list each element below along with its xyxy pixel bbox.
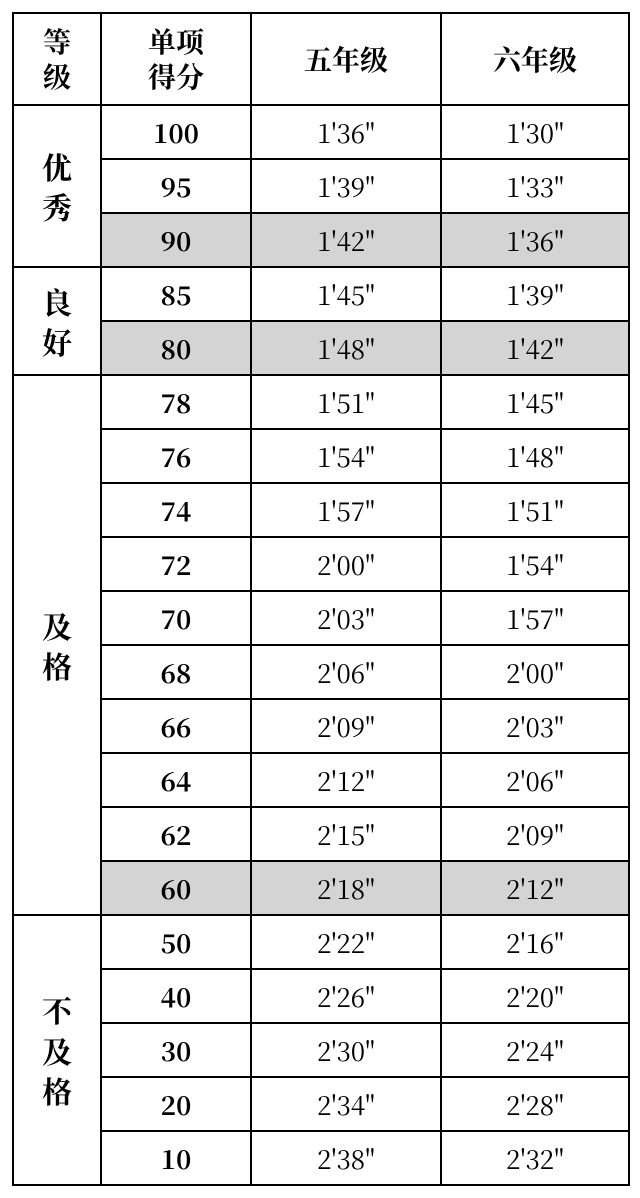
table-row: 202'34"2'28" — [13, 1077, 629, 1131]
g5-cell: 2'26" — [251, 969, 441, 1023]
g5-cell: 1'42" — [251, 213, 441, 267]
g5-cell: 2'22" — [251, 915, 441, 969]
score-cell: 40 — [101, 969, 251, 1023]
g6-cell: 1'39" — [441, 267, 629, 321]
g6-cell: 1'57" — [441, 591, 629, 645]
g6-cell: 1'51" — [441, 483, 629, 537]
table-row: 682'06"2'00" — [13, 645, 629, 699]
grade-cell: 不 及 格 — [13, 915, 101, 1185]
table-row: 622'15"2'09" — [13, 807, 629, 861]
score-table: 等 级 单项 得分 五年级 六年级 优 秀1001'36"1'30"951'39… — [12, 12, 630, 1186]
g5-cell: 2'06" — [251, 645, 441, 699]
score-cell: 62 — [101, 807, 251, 861]
score-cell: 66 — [101, 699, 251, 753]
table-row: 不 及 格502'22"2'16" — [13, 915, 629, 969]
table-row: 722'00"1'54" — [13, 537, 629, 591]
g5-cell: 2'03" — [251, 591, 441, 645]
header-row: 等 级 单项 得分 五年级 六年级 — [13, 13, 629, 105]
table-row: 102'38"2'32" — [13, 1131, 629, 1185]
table-row: 优 秀1001'36"1'30" — [13, 105, 629, 159]
g6-cell: 1'45" — [441, 375, 629, 429]
score-cell: 68 — [101, 645, 251, 699]
g5-cell: 1'57" — [251, 483, 441, 537]
table-row: 951'39"1'33" — [13, 159, 629, 213]
g6-cell: 2'16" — [441, 915, 629, 969]
score-cell: 60 — [101, 861, 251, 915]
score-cell: 95 — [101, 159, 251, 213]
g5-cell: 1'54" — [251, 429, 441, 483]
g5-cell: 2'15" — [251, 807, 441, 861]
header-g5: 五年级 — [251, 13, 441, 105]
g6-cell: 2'32" — [441, 1131, 629, 1185]
header-grade: 等 级 — [13, 13, 101, 105]
header-g6: 六年级 — [441, 13, 629, 105]
table-row: 642'12"2'06" — [13, 753, 629, 807]
g6-cell: 2'24" — [441, 1023, 629, 1077]
score-cell: 10 — [101, 1131, 251, 1185]
table-row: 及 格781'51"1'45" — [13, 375, 629, 429]
grade-cell: 及 格 — [13, 375, 101, 915]
g6-cell: 1'54" — [441, 537, 629, 591]
score-cell: 76 — [101, 429, 251, 483]
g6-cell: 1'36" — [441, 213, 629, 267]
g6-cell: 2'00" — [441, 645, 629, 699]
score-cell: 20 — [101, 1077, 251, 1131]
table-row: 602'18"2'12" — [13, 861, 629, 915]
score-cell: 70 — [101, 591, 251, 645]
g6-cell: 1'48" — [441, 429, 629, 483]
table-row: 741'57"1'51" — [13, 483, 629, 537]
score-cell: 85 — [101, 267, 251, 321]
g6-cell: 2'28" — [441, 1077, 629, 1131]
grade-cell: 优 秀 — [13, 105, 101, 267]
g5-cell: 1'48" — [251, 321, 441, 375]
table-row: 302'30"2'24" — [13, 1023, 629, 1077]
g6-cell: 2'06" — [441, 753, 629, 807]
g5-cell: 1'36" — [251, 105, 441, 159]
table-row: 662'09"2'03" — [13, 699, 629, 753]
table-row: 良 好851'45"1'39" — [13, 267, 629, 321]
score-cell: 72 — [101, 537, 251, 591]
score-cell: 80 — [101, 321, 251, 375]
table-body: 优 秀1001'36"1'30"951'39"1'33"901'42"1'36"… — [13, 105, 629, 1185]
score-cell: 90 — [101, 213, 251, 267]
g5-cell: 1'39" — [251, 159, 441, 213]
g5-cell: 2'00" — [251, 537, 441, 591]
g5-cell: 2'34" — [251, 1077, 441, 1131]
g5-cell: 2'09" — [251, 699, 441, 753]
g6-cell: 2'12" — [441, 861, 629, 915]
header-score: 单项 得分 — [101, 13, 251, 105]
table-row: 702'03"1'57" — [13, 591, 629, 645]
g6-cell: 1'33" — [441, 159, 629, 213]
g6-cell: 1'30" — [441, 105, 629, 159]
score-cell: 64 — [101, 753, 251, 807]
score-cell: 74 — [101, 483, 251, 537]
table-row: 761'54"1'48" — [13, 429, 629, 483]
table-row: 901'42"1'36" — [13, 213, 629, 267]
g6-cell: 2'03" — [441, 699, 629, 753]
g5-cell: 2'12" — [251, 753, 441, 807]
g5-cell: 1'51" — [251, 375, 441, 429]
score-cell: 78 — [101, 375, 251, 429]
grade-cell: 良 好 — [13, 267, 101, 375]
g5-cell: 2'38" — [251, 1131, 441, 1185]
g6-cell: 2'20" — [441, 969, 629, 1023]
table-row: 402'26"2'20" — [13, 969, 629, 1023]
g5-cell: 2'30" — [251, 1023, 441, 1077]
score-cell: 30 — [101, 1023, 251, 1077]
g5-cell: 2'18" — [251, 861, 441, 915]
g6-cell: 1'42" — [441, 321, 629, 375]
table-row: 801'48"1'42" — [13, 321, 629, 375]
score-cell: 50 — [101, 915, 251, 969]
score-cell: 100 — [101, 105, 251, 159]
g6-cell: 2'09" — [441, 807, 629, 861]
g5-cell: 1'45" — [251, 267, 441, 321]
